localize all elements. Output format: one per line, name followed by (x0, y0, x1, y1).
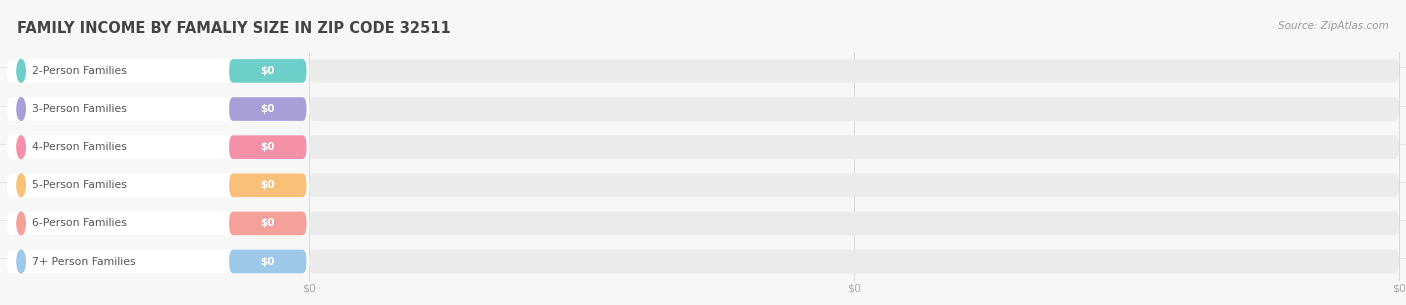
FancyBboxPatch shape (309, 174, 1399, 197)
Text: 4-Person Families: 4-Person Families (32, 142, 127, 152)
Text: Source: ZipAtlas.com: Source: ZipAtlas.com (1278, 21, 1389, 31)
FancyBboxPatch shape (7, 135, 309, 159)
Circle shape (17, 212, 25, 235)
Circle shape (17, 59, 25, 82)
Text: 7+ Person Families: 7+ Person Families (32, 257, 136, 267)
FancyBboxPatch shape (229, 135, 307, 159)
Text: FAMILY INCOME BY FAMALIY SIZE IN ZIP CODE 32511: FAMILY INCOME BY FAMALIY SIZE IN ZIP COD… (17, 21, 450, 36)
Circle shape (17, 250, 25, 273)
Circle shape (17, 98, 25, 120)
FancyBboxPatch shape (7, 250, 309, 273)
Text: 3-Person Families: 3-Person Families (32, 104, 127, 114)
Text: $0: $0 (260, 180, 276, 190)
FancyBboxPatch shape (7, 212, 309, 235)
FancyBboxPatch shape (309, 250, 1399, 273)
FancyBboxPatch shape (309, 97, 1399, 121)
Circle shape (17, 136, 25, 159)
Text: 5-Person Families: 5-Person Families (32, 180, 127, 190)
Text: 2-Person Families: 2-Person Families (32, 66, 127, 76)
FancyBboxPatch shape (229, 59, 307, 83)
Text: $0: $0 (260, 257, 276, 267)
Text: $0: $0 (260, 218, 276, 228)
FancyBboxPatch shape (309, 59, 1399, 83)
FancyBboxPatch shape (7, 97, 309, 121)
FancyBboxPatch shape (7, 174, 309, 197)
Text: $0: $0 (260, 142, 276, 152)
FancyBboxPatch shape (309, 212, 1399, 235)
FancyBboxPatch shape (7, 59, 309, 83)
Text: $0: $0 (260, 104, 276, 114)
Circle shape (17, 174, 25, 197)
FancyBboxPatch shape (229, 250, 307, 273)
FancyBboxPatch shape (309, 135, 1399, 159)
Text: $0: $0 (260, 66, 276, 76)
FancyBboxPatch shape (229, 212, 307, 235)
FancyBboxPatch shape (229, 97, 307, 121)
FancyBboxPatch shape (229, 174, 307, 197)
Text: 6-Person Families: 6-Person Families (32, 218, 127, 228)
